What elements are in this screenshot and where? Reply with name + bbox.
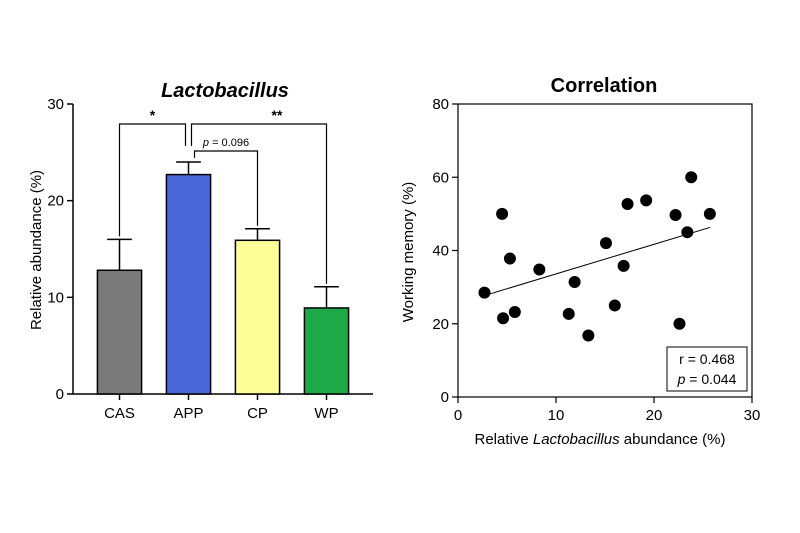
scatter-x-tick-label: 10 <box>548 407 565 424</box>
significance-app-cp: p = 0.096 <box>202 137 249 149</box>
bar-y-tick-label: 20 <box>47 193 64 210</box>
scatter-x-label-pre: Relative <box>475 431 533 448</box>
bar-chart-y-axis-label: Relative abundance (%) <box>28 170 45 330</box>
scatter-chart-x-axis-label: Relative Lactobacillus abundance (%) <box>475 431 726 448</box>
bracket-cas-app <box>118 123 187 237</box>
bar-x-tick-label-wp: WP <box>314 405 338 422</box>
scatter-point-18 <box>685 171 698 184</box>
stats-box-frame <box>666 346 748 392</box>
scatter-chart-axes: 0 10 20 30 0 20 40 60 80 <box>432 96 760 424</box>
scatter-y-tick-label: 0 <box>441 389 449 406</box>
scatter-point-14 <box>640 194 653 207</box>
significance-cas-app: * <box>150 107 156 123</box>
scatter-point-16 <box>673 317 686 330</box>
scatter-x-tick-label: 0 <box>454 407 462 424</box>
bar-y-tick-label: 30 <box>47 96 64 113</box>
scatter-point-9 <box>582 329 595 342</box>
bar-app <box>165 173 212 395</box>
significance-app-wp: ** <box>272 107 283 123</box>
scatter-chart-panel: Correlation Working memory (%) Relative … <box>400 75 760 448</box>
scatter-point-2 <box>496 207 509 220</box>
bar-chart-axes: 0 10 20 30 CAS APP CP WP <box>47 96 373 422</box>
bar-y-tick-label: 0 <box>56 386 64 403</box>
scatter-fit-line <box>484 226 711 297</box>
bar-cp <box>234 239 281 395</box>
bar-y-tick-label: 10 <box>47 289 64 306</box>
scatter-point-10 <box>599 237 612 250</box>
bracket-app-wp <box>190 123 328 284</box>
scatter-y-tick-label: 80 <box>432 96 449 113</box>
regression-line <box>484 226 711 297</box>
scatter-point-5 <box>508 306 521 319</box>
bar-chart-title: Lactobacillus <box>161 80 289 102</box>
scatter-y-tick-label: 60 <box>432 169 449 186</box>
scatter-chart-y-axis-label: Working memory (%) <box>400 182 417 323</box>
scatter-x-tick-label: 20 <box>646 407 663 424</box>
significance-p-rest: = 0.096 <box>209 137 249 149</box>
stats-r-value: r = 0.468 <box>679 351 735 367</box>
scatter-point-1 <box>478 286 491 299</box>
scatter-point-19 <box>703 207 716 220</box>
scatter-point-17 <box>681 226 694 239</box>
bar-x-tick-label-cas: CAS <box>104 405 135 422</box>
stats-p-rest: = 0.044 <box>685 371 736 387</box>
scatter-point-11 <box>608 299 621 312</box>
scatter-point-12 <box>617 259 630 272</box>
bracket-app-cp <box>193 150 259 226</box>
scatter-y-tick-label: 40 <box>432 243 449 260</box>
scatter-x-tick-label: 30 <box>744 407 761 424</box>
bar-x-tick-label-cp: CP <box>247 405 268 422</box>
stats-p-value: p = 0.044 <box>677 371 737 387</box>
scatter-point-13 <box>621 197 634 210</box>
scatter-x-label-italic: Lactobacillus <box>533 431 620 448</box>
scatter-point-6 <box>533 263 546 276</box>
scatter-points <box>478 171 716 342</box>
scatter-stats-box: r = 0.468 p = 0.044 <box>666 346 748 392</box>
scatter-point-4 <box>503 252 516 265</box>
bar-wp <box>303 307 350 395</box>
stats-p-symbol: p <box>677 371 686 387</box>
scatter-chart-title: Correlation <box>551 75 658 97</box>
scatter-y-tick-label: 20 <box>432 316 449 333</box>
scatter-point-3 <box>497 312 510 325</box>
bar-chart-bars <box>96 161 350 395</box>
scatter-x-label-post: abundance (%) <box>620 431 726 448</box>
significance-p-symbol: p <box>202 137 209 149</box>
scatter-point-7 <box>562 307 575 320</box>
bar-chart-panel: Lactobacillus Relative abundance (%) 0 10… <box>28 80 373 422</box>
scatter-point-15 <box>669 208 682 221</box>
bar-cas <box>96 269 143 395</box>
bar-x-tick-label-app: APP <box>173 405 203 422</box>
bar-chart-significance: * **p = 0.096 <box>118 107 328 284</box>
scatter-point-8 <box>568 275 581 288</box>
